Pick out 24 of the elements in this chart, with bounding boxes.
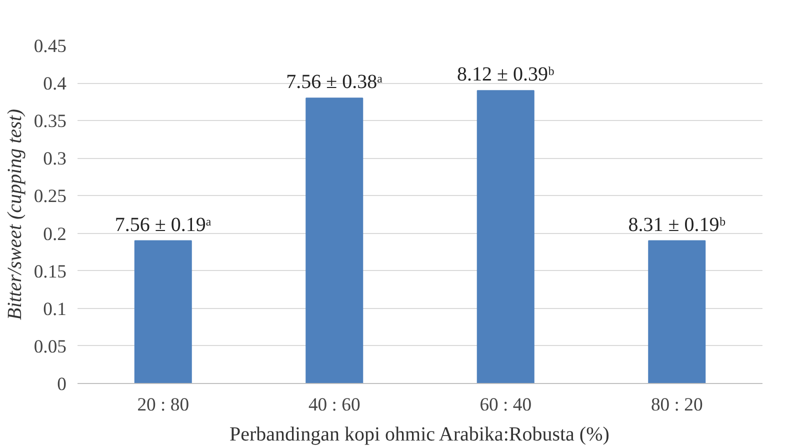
data-label: 7.56 ± 0.38ᵃ <box>286 71 384 94</box>
bar <box>476 90 534 384</box>
bar <box>648 240 706 384</box>
y-tick-label: 0.4 <box>43 74 68 95</box>
x-tick-label: 60 : 40 <box>480 394 532 416</box>
y-tick-label: 0.25 <box>34 186 67 208</box>
x-tick-label: 80 : 20 <box>650 394 703 416</box>
bar <box>134 240 192 384</box>
data-label: 7.56 ± 0.19ᵃ <box>114 214 212 236</box>
y-tick-label: 0.1 <box>43 298 67 320</box>
data-label: 8.31 ± 0.19ᵇ <box>628 214 726 236</box>
y-tick-label: 0.15 <box>34 261 67 282</box>
y-tick-label: 0 <box>57 374 66 395</box>
x-axis-title: Perbandingan kopi ohmic Arabika:Robusta (%) <box>229 424 610 446</box>
y-axis-title: Bitter/sweet (cupping test) <box>4 108 26 320</box>
data-label: 8.12 ± 0.39ᵇ <box>457 64 554 86</box>
y-tick-label: 0.45 <box>34 36 67 57</box>
y-tick-label: 0.35 <box>34 111 67 132</box>
bar <box>306 98 364 384</box>
x-tick-label: 40 : 60 <box>308 394 360 416</box>
y-tick-label: 0.2 <box>43 224 67 245</box>
y-tick-label: 0.3 <box>43 148 67 170</box>
y-tick-label: 0.05 <box>34 336 67 358</box>
x-tick-label: 20 : 80 <box>137 394 190 416</box>
